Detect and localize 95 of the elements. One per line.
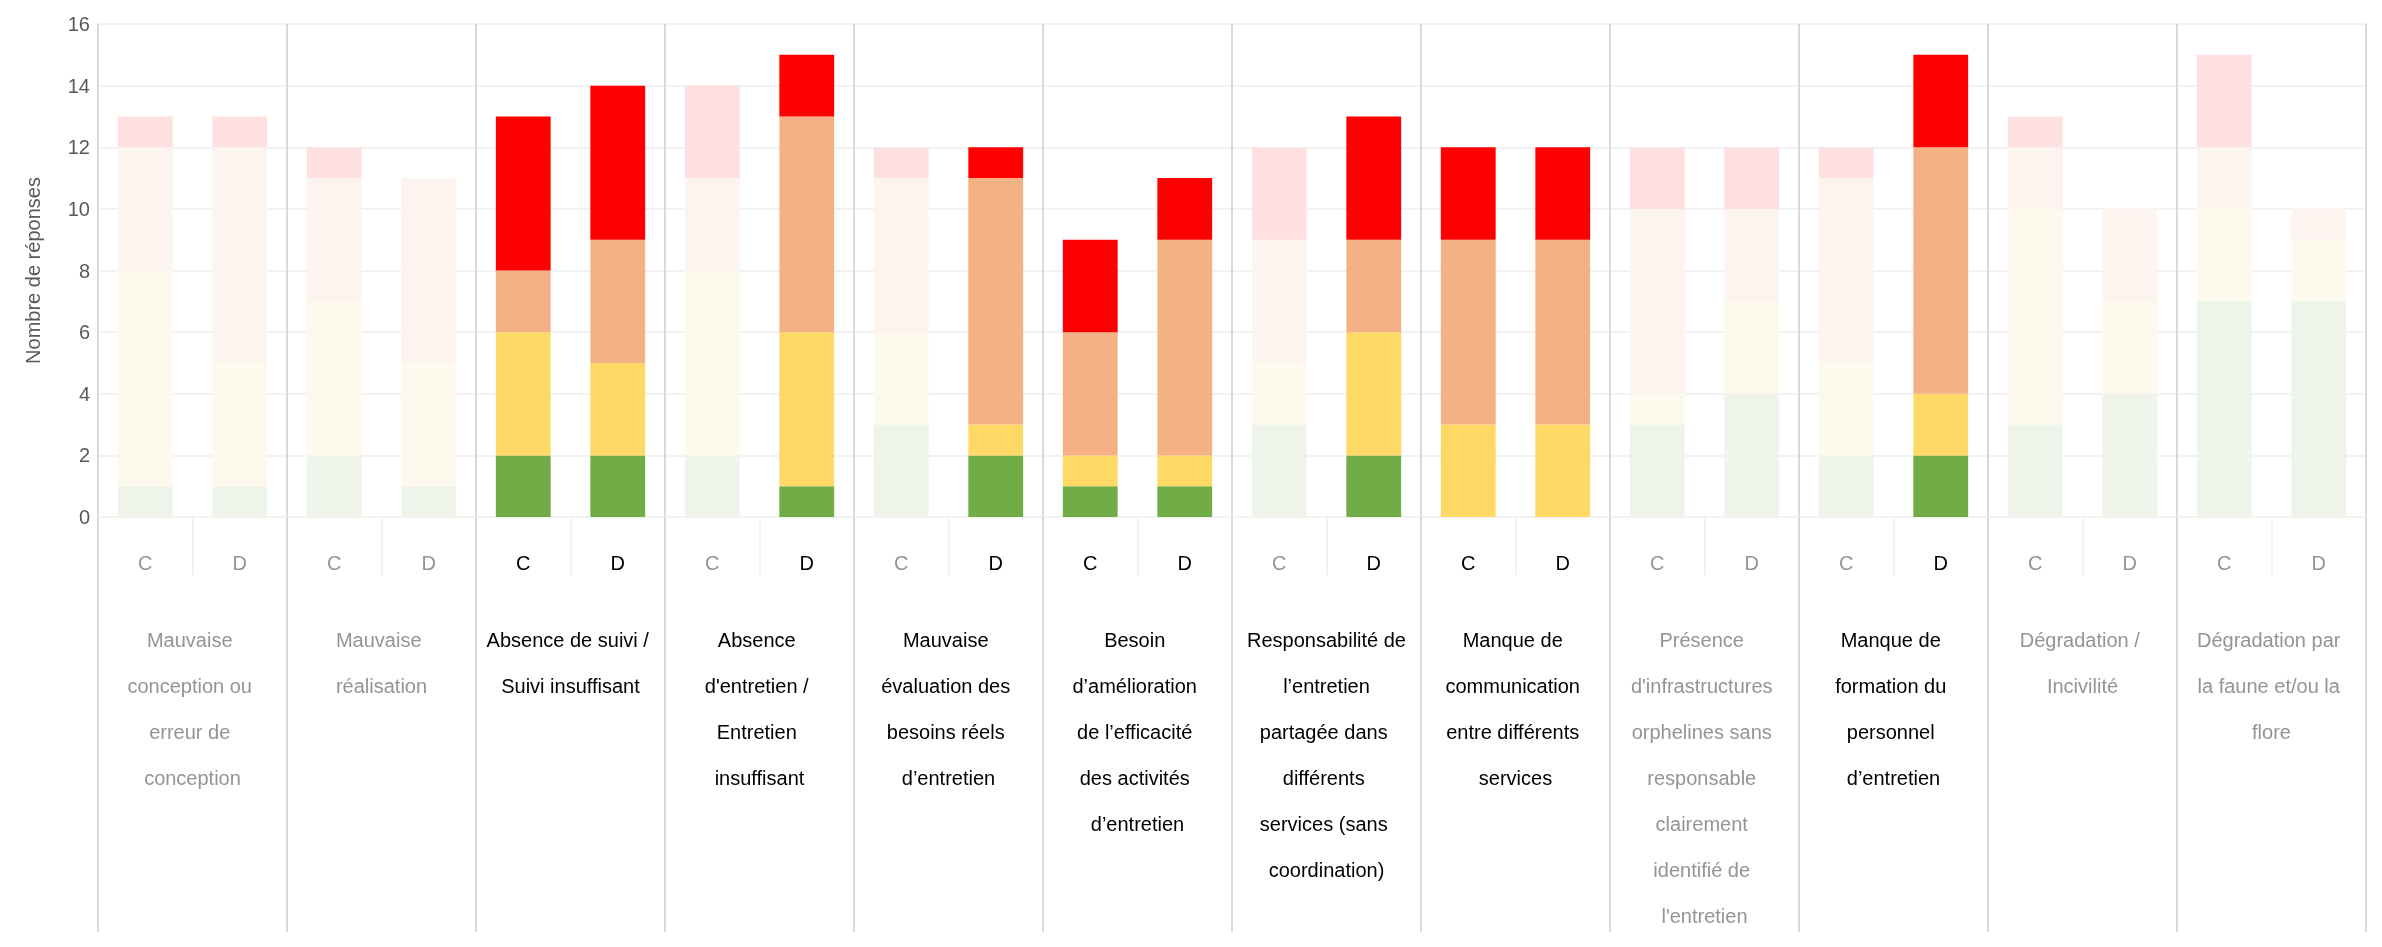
text: Manque de communication entre différents services [1445,629,1580,789]
x-tick-label: C [516,552,531,574]
bar [1157,455,1213,487]
x-tick-label: C [705,552,720,574]
text: Dégradation par la faune et/ou la flore [2197,629,2341,743]
y-tick-label: 2 [78,444,90,467]
bar [1724,147,1780,209]
bar [1535,424,1591,517]
bar [779,54,835,117]
y-tick-label: 10 [67,197,90,220]
bar [1913,147,1969,394]
bar [495,332,551,456]
text: Manque de formation du personnel d’entretien [1835,629,1947,789]
x-tick-label: D [232,552,247,574]
y-tick-label: 12 [67,136,90,159]
x-tick-label: C [1650,552,1665,574]
x-tick-label: C [894,552,909,574]
x-tick-label: C [2028,552,2043,574]
bar [590,85,646,240]
bar [1535,147,1591,240]
bar [1251,147,1307,240]
bar [968,178,1024,425]
bar [495,116,551,271]
y-tick-label: 4 [78,382,90,405]
bar [873,147,929,179]
bar [1913,54,1969,148]
bar [2007,116,2063,148]
x-tick-label: D [988,552,1003,574]
x-tick-label: C [1461,552,1476,574]
bar [1913,455,1969,517]
bar [1346,116,1402,240]
x-tick-label: D [2122,552,2137,574]
y-tick-label: 8 [78,259,90,282]
bar [1818,147,1874,179]
bar [306,147,362,179]
y-tick-label: 0 [78,506,90,528]
y-tick-label: 14 [67,74,90,97]
bar [779,486,835,517]
bar [1535,239,1591,425]
bar [1062,486,1118,517]
text: Mauvaise évaluation des besoins réels d’entretien [881,629,1011,789]
bar [1913,393,1969,456]
text: Absence de suivi / Suivi insuffisant [486,629,649,697]
bar [968,147,1024,179]
x-tick-label: C [138,552,153,574]
text: Présence d'infrastructures orphelines sans responsable clairement identifié de l'entretien [1630,629,1773,927]
text: Mauvaise conception ou erreur de conception [127,629,252,789]
bar [1346,455,1402,517]
text: Responsabilité de l’entretien partagée dans différents services (sans coordination) [1247,629,1406,881]
bar [1440,147,1496,240]
x-tick-label: C [1272,552,1287,574]
bar [1062,455,1118,487]
text: Dégradation / Incivilité [2019,629,2140,697]
bar [968,424,1024,456]
bar [590,362,646,456]
bar [212,116,268,148]
bar [968,455,1024,517]
bar [1157,486,1213,517]
bar [590,239,646,363]
y-tick-label: 16 [67,13,90,35]
x-tick-label: D [1744,552,1759,574]
text: Mauvaise réalisation [335,629,428,697]
bar [1062,239,1118,333]
x-tick-label: D [421,552,436,574]
x-tick-label: D [610,552,625,574]
bar [1346,239,1402,333]
bar [684,85,740,179]
bar [117,116,173,148]
y-tick-label: 6 [78,321,90,344]
bar [495,270,551,333]
bar [1440,239,1496,425]
bar [779,116,835,333]
text: Absence d'entretien / Entretien insuffisant [704,629,809,789]
x-tick-label: D [1366,552,1381,574]
x-tick-label: D [2311,552,2326,574]
bar [1157,178,1213,240]
bar [495,455,551,517]
bar [1440,424,1496,517]
bar [1157,239,1213,456]
bar [2196,54,2252,148]
bar [590,455,646,517]
x-tick-label: C [1083,552,1098,574]
x-tick-label: C [2217,552,2232,574]
bar [1062,332,1118,456]
text: Besoin d’amélioration de l’efficacité des activités d’entretien [1072,629,1197,835]
y-axis-title: Nombre de réponses [22,177,44,364]
x-tick-label: D [1177,552,1192,574]
x-tick-label: D [799,552,814,574]
bar [1346,332,1402,456]
x-tick-label: D [1555,552,1570,574]
x-tick-label: C [327,552,342,574]
bar [1629,147,1685,209]
x-tick-label: C [1839,552,1854,574]
bar [779,332,835,487]
x-tick-label: D [1933,552,1948,574]
